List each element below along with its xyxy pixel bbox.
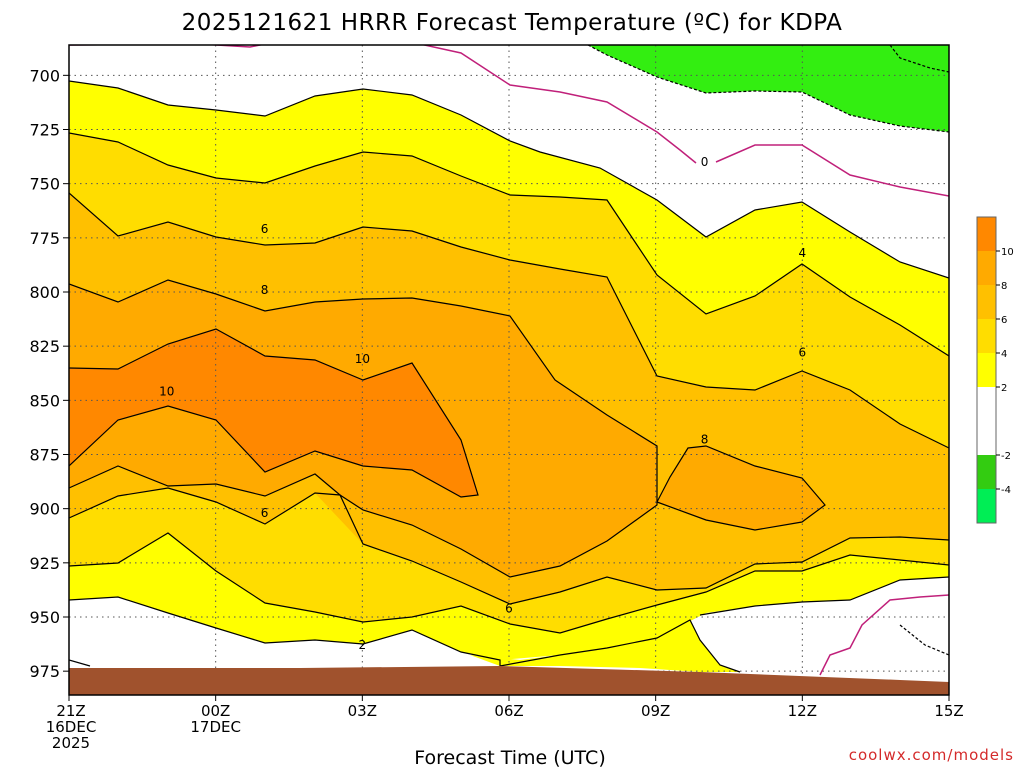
contour-2 bbox=[69, 80, 949, 279]
colorbar-label-0: 10 bbox=[1001, 247, 1014, 258]
x-tick-label-4-0: 09Z bbox=[641, 702, 670, 720]
y-tick-label-1: 725 bbox=[29, 121, 60, 140]
contour-label-9: 6 bbox=[505, 601, 513, 615]
x-tick-label-5-0: 12Z bbox=[788, 702, 817, 720]
colorbar-segment-0 bbox=[977, 489, 996, 523]
band-below-0 bbox=[588, 45, 949, 132]
contour-label-0: 0 bbox=[701, 155, 709, 169]
colorbar-label-6: -4 bbox=[1001, 485, 1011, 496]
grid-lines bbox=[69, 45, 949, 695]
y-axis: 700 725 750 775 800 825 850 875 900 925 950 975 bbox=[29, 66, 69, 681]
x-tick-label-3-0: 06Z bbox=[494, 702, 523, 720]
y-tick-label-5: 825 bbox=[29, 337, 60, 356]
colorbar: 10 8 6 4 2 -2 -4 bbox=[976, 216, 1014, 524]
colorbar-segment-4 bbox=[977, 353, 996, 387]
x-tick-label-1-0: 00Z bbox=[201, 702, 230, 720]
contour-6-low bbox=[69, 487, 949, 605]
contour-0-topright bbox=[889, 45, 949, 73]
y-tick-label-10: 950 bbox=[29, 608, 60, 627]
x-tick-label-2-0: 03Z bbox=[348, 702, 377, 720]
contour-label-10: 2 bbox=[359, 638, 367, 652]
colorbar-segment-8 bbox=[977, 217, 996, 251]
y-tick-label-11: 975 bbox=[29, 662, 60, 681]
contour-10 bbox=[69, 328, 479, 498]
x-tick-label-0-2: 2025 bbox=[52, 734, 90, 752]
colorbar-frame bbox=[976, 216, 997, 524]
contour-label-5: 10 bbox=[159, 385, 174, 399]
contour-8 bbox=[69, 279, 658, 578]
band-8-10-island bbox=[657, 446, 825, 530]
contour-label-3: 8 bbox=[261, 283, 269, 297]
y-tick-label-4: 800 bbox=[29, 283, 60, 302]
plot-area bbox=[69, 45, 949, 695]
colorbar-label-1: 8 bbox=[1001, 281, 1007, 292]
contour-label-6: 6 bbox=[799, 346, 807, 360]
contour-4 bbox=[69, 132, 949, 357]
contour-label-8: 6 bbox=[261, 506, 269, 520]
contour-0-lowright bbox=[899, 624, 949, 656]
contour-label-1: 4 bbox=[799, 246, 807, 260]
y-tick-label-0: 700 bbox=[29, 66, 60, 85]
contour-labels: 0 4 6 8 10 10 6 8 6 6 2 bbox=[159, 155, 807, 652]
colorbar-segment-6 bbox=[977, 285, 996, 319]
contour-label-4: 10 bbox=[355, 352, 370, 366]
contour-6 bbox=[69, 192, 949, 449]
x-axis-label: Forecast Time (UTC) bbox=[414, 747, 605, 768]
zero-line-lower bbox=[819, 594, 949, 676]
colorbar-label-2: 6 bbox=[1001, 315, 1007, 326]
contour-2-low-right bbox=[499, 576, 949, 673]
contour-2-low bbox=[69, 596, 501, 666]
colorbar-segment-1 bbox=[977, 455, 996, 489]
band-0-2-surface bbox=[69, 577, 949, 695]
contour-label-7: 8 bbox=[701, 432, 709, 446]
colorbar-segment-5 bbox=[977, 319, 996, 353]
x-tick-label-1-1: 17DEC bbox=[190, 718, 241, 736]
x-tick-label-0-1: 16DEC bbox=[46, 718, 97, 736]
contour-8-island bbox=[656, 445, 826, 531]
y-tick-label-2: 750 bbox=[29, 175, 60, 194]
band-10-12 bbox=[69, 329, 478, 497]
colorbar-label-4: 2 bbox=[1001, 383, 1007, 394]
credit-text: coolwx.com/models bbox=[849, 746, 1014, 764]
contour-0-top bbox=[587, 45, 949, 133]
contour-4-low bbox=[69, 532, 949, 634]
contour-lines bbox=[69, 45, 949, 673]
ground bbox=[69, 666, 949, 695]
x-tick-label-0-0: 21Z bbox=[56, 702, 85, 720]
colorbar-segment-2 bbox=[977, 421, 996, 455]
y-tick-label-9: 925 bbox=[29, 554, 60, 573]
y-tick-label-8: 900 bbox=[29, 500, 60, 519]
chart-title: 2025121621 HRRR Forecast Temperature (ºC… bbox=[182, 10, 843, 36]
colorbar-segment-7 bbox=[977, 251, 996, 285]
contour-label-2: 6 bbox=[261, 222, 269, 236]
y-tick-label-3: 775 bbox=[29, 229, 60, 248]
colorbar-label-3: 4 bbox=[1001, 349, 1007, 360]
colorbar-label-5: -2 bbox=[1001, 451, 1011, 462]
colorbar-segment-3 bbox=[977, 387, 996, 421]
x-tick-label-6-0: 15Z bbox=[934, 702, 963, 720]
y-tick-label-7: 875 bbox=[29, 446, 60, 465]
y-tick-label-6: 850 bbox=[29, 391, 60, 410]
contour-2-surface-left bbox=[69, 659, 91, 667]
